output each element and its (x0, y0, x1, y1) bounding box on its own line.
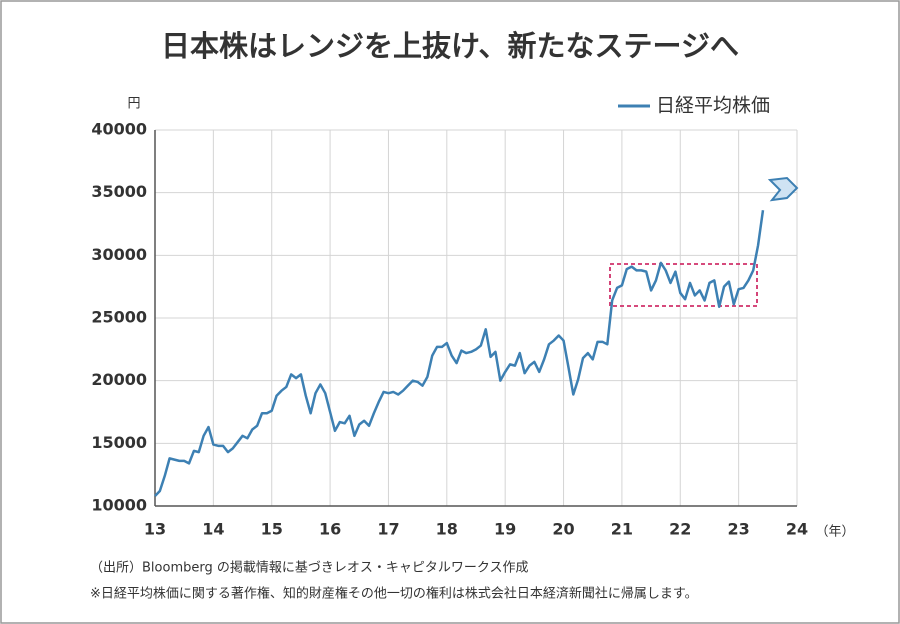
x-tick-label: 24 (786, 520, 808, 539)
data-line (154, 210, 765, 497)
x-unit: （年） (815, 525, 854, 540)
chart-title: 日本株はレンジを上抜け、新たなステージへ (161, 29, 739, 63)
legend-label: 日経平均株価 (656, 95, 770, 117)
x-tick-label: 16 (319, 520, 341, 539)
arrow-icon (767, 176, 799, 202)
y-tick-label: 25000 (91, 308, 147, 327)
x-tick-label: 17 (377, 520, 399, 539)
y-tick-label: 20000 (91, 370, 147, 389)
x-tick-label: 14 (202, 520, 224, 539)
y-tick-label: 40000 (91, 120, 147, 139)
range-box (609, 263, 758, 307)
y-tick-label: 15000 (91, 433, 147, 452)
y-unit: 円 (127, 97, 140, 112)
x-tick-label: 23 (728, 520, 750, 539)
x-tick-label: 13 (144, 520, 166, 539)
source-note: （出所）Bloomberg の掲載情報に基づきレオス・キャピタルワークス作成 (90, 560, 528, 576)
x-tick-label: 22 (669, 520, 691, 539)
x-tick-label: 18 (436, 520, 458, 539)
x-tick-label: 21 (611, 520, 633, 539)
x-tick-label: 19 (494, 520, 516, 539)
y-tick-label: 35000 (91, 182, 147, 201)
y-tick-label: 10000 (91, 496, 147, 515)
copyright-note: ※日経平均株価に関する著作権、知的財産権その他一切の権利は株式会社日本経済新聞社… (90, 586, 698, 602)
y-tick-label: 30000 (91, 245, 147, 264)
x-tick-label: 20 (552, 520, 574, 539)
x-tick-label: 15 (261, 520, 283, 539)
